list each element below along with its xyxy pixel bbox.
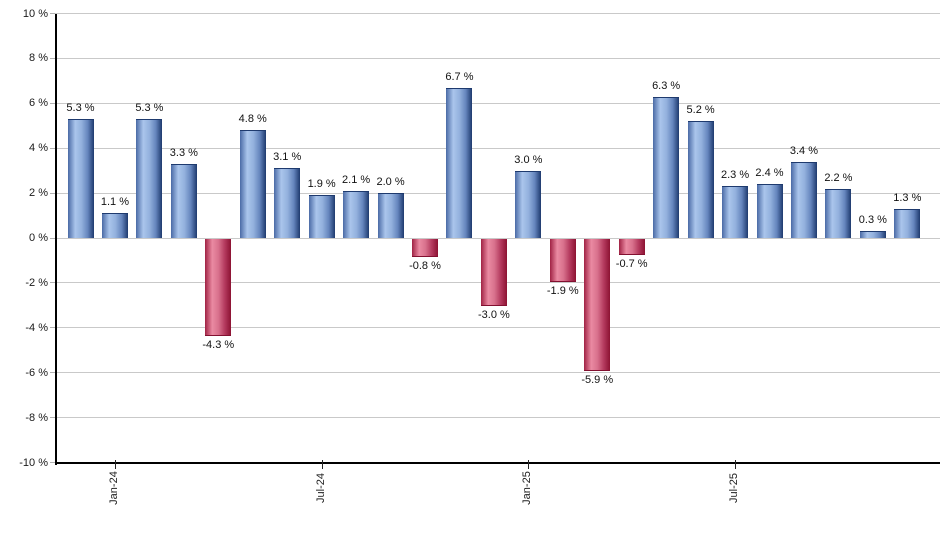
gridline <box>55 372 940 374</box>
bar-value-label: 0.3 % <box>858 214 887 227</box>
bar-positive <box>239 130 266 238</box>
bar-value-label: 2.3 % <box>720 169 750 182</box>
gridline <box>55 57 940 59</box>
bar-positive <box>515 170 542 238</box>
gridline <box>55 327 940 329</box>
bar-positive <box>653 96 680 238</box>
bar-value-label: 5.2 % <box>686 104 715 117</box>
y-axis-label: 10 % <box>22 7 48 20</box>
gridline <box>55 147 940 149</box>
bar-positive <box>308 195 335 238</box>
bar-positive <box>825 188 852 238</box>
bar-negative <box>480 239 507 307</box>
bar-value-label: -1.9 % <box>546 284 579 297</box>
bar-value-label: 3.1 % <box>273 151 302 164</box>
gridline <box>55 13 940 14</box>
bar-value-label: -5.9 % <box>581 374 614 387</box>
bar-negative <box>618 239 645 255</box>
bar-value-label: 4.8 % <box>238 113 267 126</box>
x-axis-tick <box>528 459 530 469</box>
y-axis-tick <box>50 282 55 284</box>
y-axis-label: 6 % <box>29 97 48 110</box>
bar-value-label: -3.0 % <box>477 309 510 322</box>
bar-value-label: 1.3 % <box>893 191 922 204</box>
bar-positive <box>894 208 921 238</box>
gridline <box>55 237 940 239</box>
bar-value-label: -4.3 % <box>202 338 235 351</box>
y-axis-tick <box>50 192 55 194</box>
bar-value-label: 2.0 % <box>376 176 405 189</box>
bar-value-label: 6.7 % <box>445 70 474 83</box>
y-axis-tick <box>50 102 55 104</box>
bar-negative <box>412 239 438 257</box>
x-axis-tick-label: Jan-25 <box>521 470 534 505</box>
y-axis-label: 2 % <box>29 187 48 200</box>
y-axis-tick <box>50 147 55 149</box>
bar-positive <box>722 186 749 238</box>
bar-value-label: -0.7 % <box>615 257 648 270</box>
bar-value-label: -0.8 % <box>409 259 441 272</box>
x-axis-tick <box>735 459 737 469</box>
y-axis-tick <box>50 417 55 419</box>
x-axis-tick <box>321 459 323 469</box>
x-axis-line <box>55 462 940 464</box>
y-axis-label: 4 % <box>29 142 48 155</box>
y-axis-tick <box>50 13 55 14</box>
bar-positive <box>687 121 714 238</box>
bar-positive <box>859 231 886 238</box>
bar-value-label: 1.1 % <box>100 196 129 209</box>
y-axis-label: -8 % <box>25 411 48 424</box>
y-axis-line <box>55 13 57 465</box>
bar-positive <box>343 190 370 238</box>
bar-positive <box>101 213 128 238</box>
bar-value-label: 2.1 % <box>342 173 371 186</box>
bar-value-label: 5.3 % <box>66 102 95 114</box>
bar-positive <box>274 168 301 238</box>
y-axis-tick <box>50 327 55 329</box>
bar-positive <box>377 193 404 238</box>
bar-value-label: 3.4 % <box>789 144 818 157</box>
bar-positive <box>790 161 817 238</box>
bar-negative <box>205 239 232 336</box>
y-axis-tick <box>50 462 55 463</box>
y-axis-label: 0 % <box>29 232 48 244</box>
bar-value-label: 3.3 % <box>169 146 198 159</box>
gridline <box>55 417 940 419</box>
bar-value-label: 6.3 % <box>652 79 681 92</box>
y-axis-label: -4 % <box>25 321 48 334</box>
bar-value-label: 2.2 % <box>824 171 853 184</box>
gridline <box>55 192 940 194</box>
bar-value-label: 2.4 % <box>755 167 784 180</box>
bar-positive <box>170 163 197 238</box>
x-axis-tick-label: Jan-24 <box>107 470 120 505</box>
bar-value-label: 1.9 % <box>307 178 336 191</box>
y-axis-tick <box>50 372 55 374</box>
x-axis-tick <box>114 459 116 469</box>
gridline <box>55 102 940 104</box>
bar-positive <box>446 87 473 238</box>
y-axis-label: -2 % <box>25 276 48 289</box>
bar-positive <box>136 119 163 238</box>
bar-negative <box>584 239 611 372</box>
y-axis-label: 8 % <box>29 52 48 65</box>
y-axis-label: -6 % <box>25 366 48 379</box>
y-axis-tick <box>50 237 55 239</box>
y-axis-tick <box>50 57 55 59</box>
bar-value-label: 3.0 % <box>514 153 543 166</box>
x-axis-tick-label: Jul-25 <box>728 472 741 503</box>
bar-negative <box>549 239 576 282</box>
bar-value-label: 5.3 % <box>135 102 164 114</box>
bar-positive <box>67 119 94 238</box>
x-axis-tick-label: Jul-24 <box>314 472 327 503</box>
y-axis-label: -10 % <box>19 456 48 469</box>
bar-positive <box>756 184 783 238</box>
